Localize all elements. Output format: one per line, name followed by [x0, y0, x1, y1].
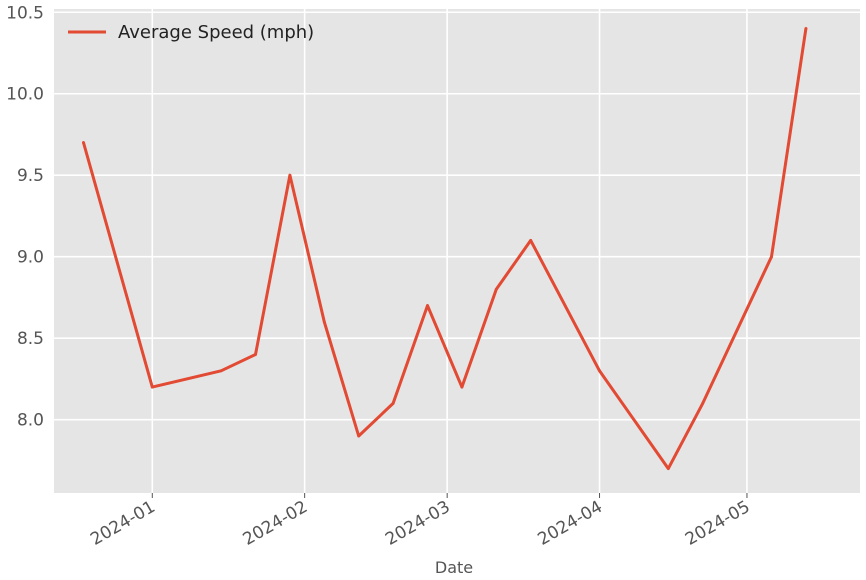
x-tick-label: 2024-04 — [535, 497, 607, 550]
x-axis-title: Date — [435, 558, 473, 577]
data-point — [494, 287, 498, 291]
data-point — [804, 27, 808, 30]
series-layer — [82, 27, 808, 471]
data-point — [254, 353, 257, 356]
x-tick-label: 2024-01 — [87, 497, 159, 550]
horizontal-gridlines — [54, 11, 860, 421]
data-point — [460, 385, 464, 389]
y-tick-label: 9.5 — [17, 166, 44, 186]
y-axis-ticks: 8.0 8.5 9.0 9.5 10.0 10.5 — [6, 3, 44, 430]
legend-label: Average Speed (mph) — [118, 22, 314, 43]
data-point — [288, 173, 292, 177]
plot-background — [54, 9, 860, 493]
data-point — [770, 255, 773, 259]
data-point — [598, 369, 601, 373]
data-point — [219, 369, 223, 373]
y-tick-label: 10.0 — [6, 85, 44, 105]
x-axis-ticks: 2024-01 2024-02 2024-03 2024-04 2024-05 — [87, 493, 753, 550]
vertical-gridlines — [151, 9, 748, 493]
y-tick-label: 9.0 — [17, 248, 44, 268]
data-point — [357, 434, 361, 438]
data-point — [426, 304, 429, 307]
data-point — [150, 385, 154, 389]
data-point — [701, 401, 705, 405]
y-tick-label: 8.0 — [17, 411, 44, 431]
y-tick-label: 8.5 — [17, 329, 44, 349]
y-tick-label: 10.5 — [6, 3, 44, 23]
legend: Average Speed (mph) — [68, 22, 314, 43]
x-tick-label: 2024-03 — [382, 497, 454, 550]
data-point — [322, 320, 326, 324]
x-tick-label: 2024-02 — [240, 497, 312, 550]
data-point — [666, 467, 670, 470]
data-point — [391, 401, 395, 405]
x-tick-label: 2024-05 — [682, 497, 754, 550]
data-point — [82, 141, 85, 145]
data-point — [529, 239, 533, 242]
